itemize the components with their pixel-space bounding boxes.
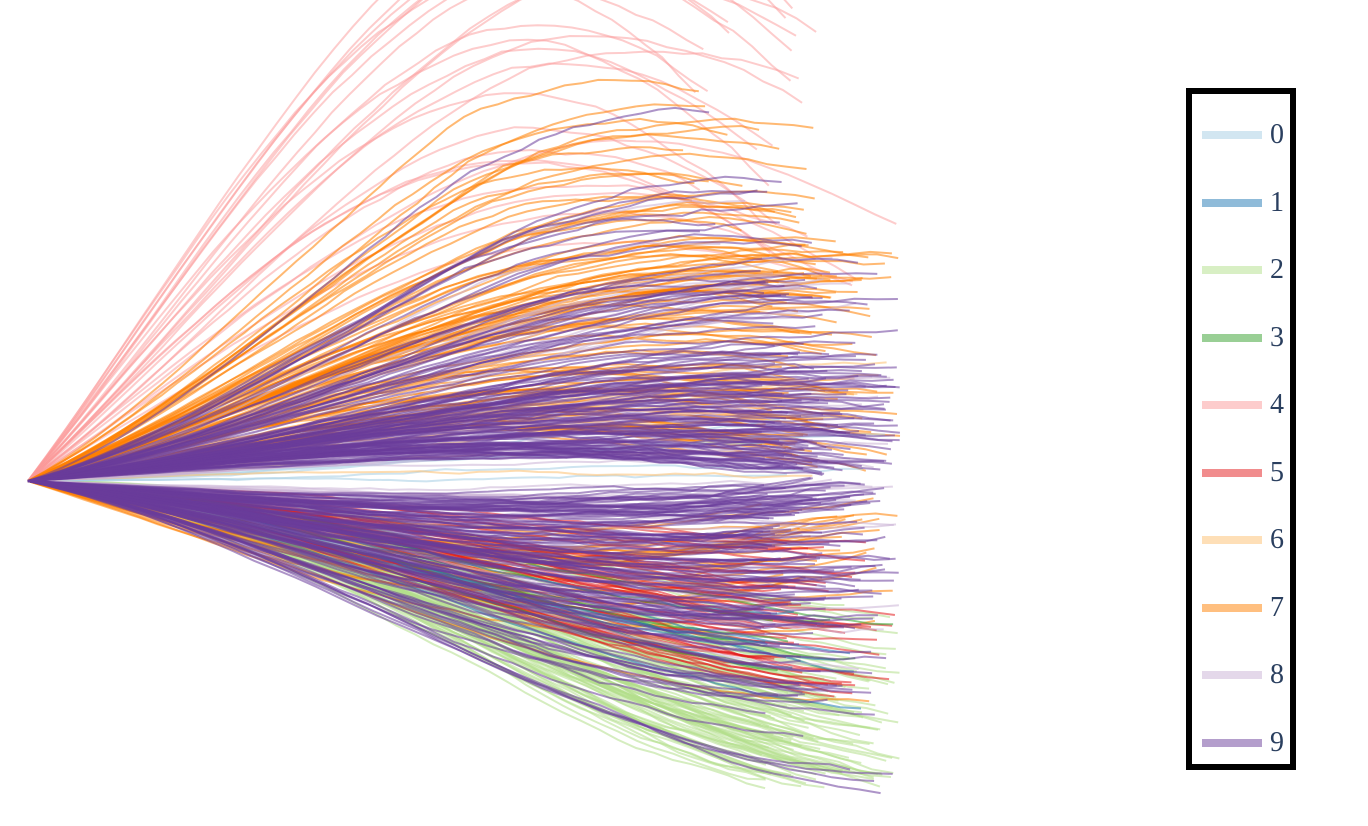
trajectory-plot [27, 0, 901, 795]
series-line [27, 297, 898, 482]
legend-swatch [1202, 671, 1262, 679]
legend-label: 5 [1270, 456, 1284, 488]
series-line [27, 480, 786, 505]
series-line [27, 0, 704, 482]
series-line [27, 480, 800, 518]
series-line [27, 308, 850, 482]
legend-swatch [1202, 266, 1262, 274]
series-line [27, 480, 873, 622]
series-line [27, 34, 803, 482]
series-line [27, 0, 730, 482]
legend-label: 4 [1270, 389, 1284, 420]
series-line [27, 172, 709, 482]
legend-swatch [1202, 131, 1262, 139]
series-line [27, 480, 876, 570]
legend-swatch [1202, 401, 1262, 409]
series-line [27, 124, 760, 482]
series-line [27, 117, 728, 482]
series-line [27, 480, 830, 546]
series-line [27, 0, 794, 482]
legend-item-0[interactable]: 0 [1202, 119, 1284, 150]
legend-swatch [1202, 468, 1262, 477]
series-line [27, 189, 758, 482]
series-line [27, 0, 793, 482]
legend: 0 1 2 3 4 5 6 7 8 9 [1186, 88, 1296, 770]
legend-item-3[interactable]: 3 [1202, 321, 1284, 353]
series-line [27, 340, 856, 482]
series-line [27, 480, 814, 636]
series-line [27, 269, 761, 482]
series-line [27, 254, 779, 482]
legend-label: 8 [1270, 659, 1284, 690]
series-line [27, 270, 818, 482]
legend-swatch [1202, 738, 1262, 747]
series-line [27, 280, 769, 482]
legend-label: 3 [1270, 321, 1284, 353]
series-line [27, 78, 699, 482]
series-line [27, 480, 805, 697]
series-line [27, 24, 709, 482]
legend-item-7[interactable]: 7 [1202, 591, 1284, 623]
series-line [27, 357, 866, 482]
series-line [27, 50, 800, 482]
legend-item-4[interactable]: 4 [1202, 389, 1284, 420]
series-line [27, 437, 780, 482]
legend-item-8[interactable]: 8 [1202, 659, 1284, 690]
legend-swatch [1202, 333, 1262, 342]
series-line [27, 480, 842, 600]
legend-label: 0 [1270, 119, 1284, 150]
series-line [27, 480, 816, 621]
legend-swatch [1202, 198, 1262, 207]
series-line [27, 229, 700, 482]
plot-area [27, 0, 901, 795]
legend-item-6[interactable]: 6 [1202, 524, 1284, 555]
series-9 [27, 106, 901, 795]
series-line [27, 47, 758, 482]
legend-label: 1 [1270, 186, 1284, 218]
series-line [27, 480, 817, 506]
legend-label: 6 [1270, 524, 1284, 555]
series-line [27, 172, 743, 482]
series-line [27, 38, 770, 482]
series-line [27, 233, 812, 482]
legend-label: 9 [1270, 726, 1284, 758]
legend-swatch [1202, 603, 1262, 612]
series-line [27, 480, 762, 632]
series-line [27, 205, 775, 482]
series-4 [27, 0, 897, 482]
series-line [27, 106, 710, 482]
legend-item-2[interactable]: 2 [1202, 254, 1284, 285]
series-line [27, 159, 785, 482]
legend-swatch [1202, 536, 1262, 544]
series-line [27, 139, 897, 482]
series-line [27, 423, 898, 482]
series-line [27, 415, 782, 482]
legend-label: 7 [1270, 591, 1284, 623]
legend-item-5[interactable]: 5 [1202, 456, 1284, 488]
series-line [27, 469, 813, 482]
series-line [27, 126, 778, 482]
legend-label: 2 [1270, 254, 1284, 285]
series-line [27, 166, 695, 482]
series-line [27, 480, 875, 716]
series-line [27, 480, 800, 582]
series-line [27, 0, 729, 482]
series-line [27, 256, 859, 482]
legend-item-9[interactable]: 9 [1202, 726, 1284, 758]
legend-item-1[interactable]: 1 [1202, 186, 1284, 218]
series-line [27, 480, 872, 694]
